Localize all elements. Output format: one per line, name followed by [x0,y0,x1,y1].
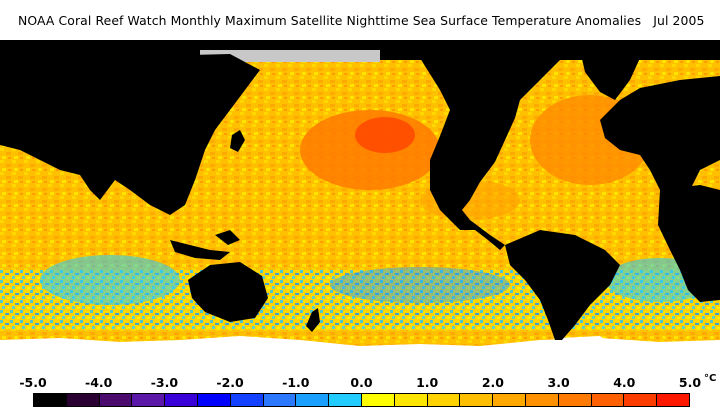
color-swatch [197,394,231,406]
color-swatch [525,394,559,406]
central-america [470,220,505,250]
color-swatch [296,394,330,406]
color-swatch [657,394,689,406]
legend-tick: -4.0 [85,375,113,390]
new-zealand [306,308,320,332]
color-swatch [329,394,362,406]
legend-tick: 4.0 [613,375,636,390]
australia [188,262,268,322]
color-swatch [132,394,166,406]
antarctic-sea-ice [290,336,620,360]
africa [658,185,720,302]
legend-tick: -3.0 [150,375,179,390]
color-swatch [361,394,395,406]
color-swatch [591,394,625,406]
color-swatch [460,394,494,406]
legend-tick: 5.0 [678,375,702,390]
arctic-no-data [200,50,380,62]
date-label: Jul 2005 [653,13,705,28]
color-swatch [230,394,264,406]
legend-tick: -1.0 [282,375,310,390]
color-swatch [263,394,297,406]
color-swatch [165,394,198,406]
color-swatch [66,394,100,406]
color-swatch [34,394,67,406]
south-indian-cool [40,255,180,305]
asia-west-edge [0,54,260,215]
legend-tick: 2.0 [481,375,504,390]
legend-tick: -2.0 [216,375,244,390]
legend-tick: -5.0 [19,375,47,390]
north-america [420,48,560,230]
legend-tick: 1.0 [416,375,439,390]
indonesia [170,230,240,260]
color-swatch [427,394,461,406]
map-title: NOAA Coral Reef Watch Monthly Maximum Sa… [18,13,704,28]
legend-tick: 3.0 [547,375,570,390]
color-scale-bar [33,393,690,407]
south-america [505,230,620,340]
antarctica-ice [0,336,720,372]
japan [230,130,245,152]
legend-unit: °C [704,373,717,384]
color-swatch [99,394,133,406]
color-swatch [493,394,526,406]
legend-tick: 0.0 [350,375,373,390]
world-sst-anomaly-map [0,40,720,372]
eurasia [600,76,720,200]
legend-tick-row: -5.0 -4.0 -3.0 -2.0 -1.0 0.0 1.0 2.0 3.0… [0,373,720,393]
north-pacific-hot-core [355,117,415,153]
title-text: NOAA Coral Reef Watch Monthly Maximum Sa… [18,13,642,28]
color-swatch [624,394,658,406]
south-pacific-cool [330,267,510,303]
color-swatch [558,394,592,406]
greenland [580,48,640,100]
color-swatch [394,394,428,406]
